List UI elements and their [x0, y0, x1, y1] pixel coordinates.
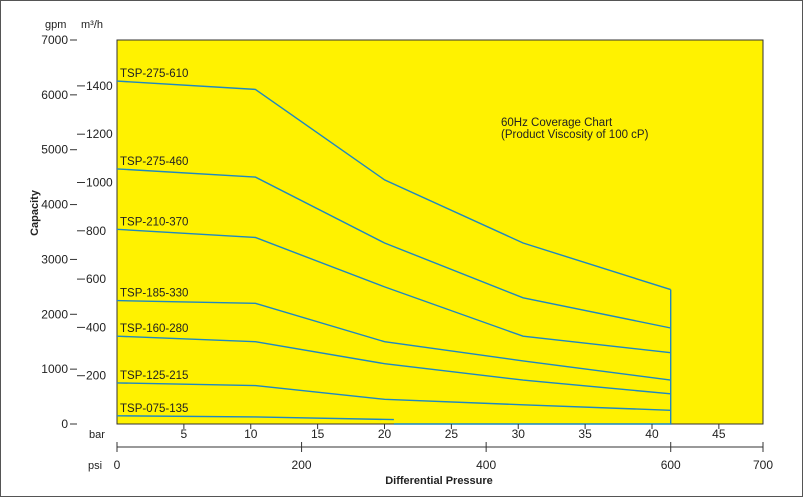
chart-title: 60Hz Coverage Chart	[501, 117, 613, 129]
x-unit-psi: psi	[88, 460, 102, 472]
series-label-tsp-160-280: TSP-160-280	[120, 323, 188, 335]
y-tick-label-m3h: 1400	[86, 79, 113, 93]
y-tick-label-m3h: 600	[86, 272, 106, 286]
y-tick-label-gpm: 6000	[41, 88, 68, 102]
x-tick-label-bar: 15	[311, 427, 325, 441]
y-tick-label-m3h: 800	[86, 224, 106, 238]
y-tick-label-gpm: 0	[61, 417, 68, 431]
series-label-tsp-275-610: TSP-275-610	[120, 68, 188, 80]
series-label-tsp-125-215: TSP-125-215	[120, 370, 188, 382]
x-tick-label-bar: 35	[578, 427, 592, 441]
x-axis-label: Differential Pressure	[385, 475, 493, 487]
series-label-tsp-185-330: TSP-185-330	[120, 288, 188, 300]
y-tick-label-gpm: 7000	[41, 33, 68, 47]
series-label-tsp-075-135: TSP-075-135	[120, 403, 188, 415]
x-tick-label-bar: 30	[512, 427, 526, 441]
series-label-tsp-275-460: TSP-275-460	[120, 156, 188, 168]
x-tick-label-psi: 0	[114, 458, 121, 472]
chart-subtitle: (Product Viscosity of 100 cP)	[501, 129, 649, 141]
y-axis-label: Capacity	[29, 189, 41, 236]
x-tick-label-bar: 20	[378, 427, 392, 441]
x-tick-label-psi: 700	[753, 458, 773, 472]
x-tick-label-bar: 10	[244, 427, 258, 441]
y-tick-label-m3h: 200	[86, 369, 106, 383]
x-tick-label-bar: 5	[181, 427, 188, 441]
y-tick-label-gpm: 1000	[41, 362, 68, 376]
series-line-tsp-125-215	[116, 382, 671, 411]
series-line-tsp-185-330	[116, 299, 671, 381]
series-line-tsp-160-280	[116, 335, 671, 395]
y-tick-label-m3h: 1000	[86, 175, 113, 189]
y-tick-label-gpm: 2000	[41, 307, 68, 321]
y-tick-label-m3h: 1200	[86, 127, 113, 141]
x-tick-label-bar: 25	[445, 427, 459, 441]
y-tick-label-gpm: 3000	[41, 252, 68, 266]
y-tick-label-gpm: 5000	[41, 143, 68, 157]
x-tick-label-bar: 45	[712, 427, 726, 441]
series-line-tsp-275-460	[116, 168, 671, 329]
y-unit-m3h: m³/h	[81, 19, 103, 31]
x-tick-label-psi: 400	[476, 458, 496, 472]
plot-area	[116, 39, 764, 425]
y-unit-gpm: gpm	[45, 19, 66, 31]
series-label-tsp-210-370: TSP-210-370	[120, 216, 188, 228]
y-tick-label-gpm: 4000	[41, 198, 68, 212]
y-tick-label-m3h: 400	[86, 320, 106, 334]
series-line-tsp-075-135	[116, 415, 394, 421]
coverage-boundary-line	[393, 289, 672, 425]
series-line-tsp-275-610	[116, 80, 671, 291]
x-tick-label-psi: 200	[292, 458, 312, 472]
series-line-tsp-210-370	[116, 228, 671, 354]
x-unit-bar: bar	[89, 429, 105, 441]
x-tick-label-psi: 600	[661, 458, 681, 472]
x-tick-label-bar: 40	[645, 427, 659, 441]
